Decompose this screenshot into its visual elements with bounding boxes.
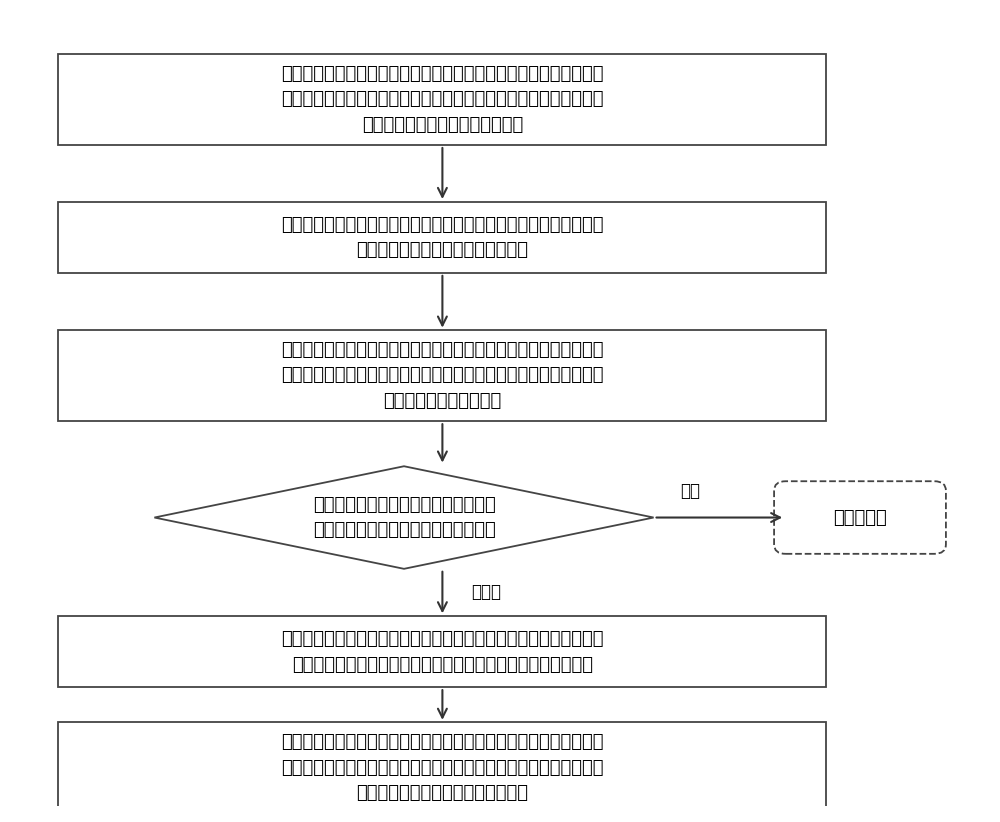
FancyBboxPatch shape	[58, 54, 826, 145]
Text: 根据所述多个叶片特征参数集合，构建查询条件，获取历史同族变浆
数据记录，并构建风电变浆孪生模型: 根据所述多个叶片特征参数集合，构建查询条件，获取历史同族变浆 数据记录，并构建风…	[281, 215, 604, 259]
FancyBboxPatch shape	[58, 202, 826, 273]
Text: 启动所述管控模块，构建约束条件和目标函数，采用多个向导粒子和
多个精确粒子，对叶片的桨距角进行调整优化，获得最优桨距角: 启动所述管控模块，构建约束条件和目标函数，采用多个向导粒子和 多个精确粒子，对叶…	[281, 630, 604, 673]
FancyBboxPatch shape	[58, 616, 826, 687]
Polygon shape	[154, 466, 654, 569]
Text: 通过孪生模拟模块，采集当前外界的风向信息和风速信息，结合当前
叶片的桨距角，输入所述风电变浆孪生模型进行孪生模拟，获得模拟
后的气动转矩和气动功率: 通过孪生模拟模块，采集当前外界的风向信息和风速信息，结合当前 叶片的桨距角，输入…	[281, 341, 604, 410]
Text: 根据合格气动转矩阈值和合格气动功率
阈值，对气动转矩和气动功率进行判别: 根据合格气动转矩阈值和合格气动功率 阈值，对气动转矩和气动功率进行判别	[313, 496, 495, 539]
Text: 通过孪生模型构建模块，测试采集目标风电设备内多个叶片的特征参
数，获得多个叶片特征参数集合，特征参数包括叶片的厚弦比、升力
系数、阻力系数、叶型、叶片弦长: 通过孪生模型构建模块，测试采集目标风电设备内多个叶片的特征参 数，获得多个叶片特…	[281, 65, 604, 134]
Text: 满足: 满足	[681, 483, 701, 500]
FancyBboxPatch shape	[58, 330, 826, 421]
FancyBboxPatch shape	[58, 723, 826, 813]
Text: 不满足: 不满足	[471, 584, 501, 602]
FancyBboxPatch shape	[774, 481, 946, 554]
Text: 采用所述最优桨距角，结合风向信息和风速信息，通过孪生模拟模块
进行孪生模拟，对最优桨距角进行验证，在验证成功时，通过管控模
块控制变桨结构进行变桨，完成管控: 采用所述最优桨距角，结合风向信息和风速信息，通过孪生模拟模块 进行孪生模拟，对最…	[281, 733, 604, 802]
Text: 不进行管控: 不进行管控	[833, 509, 887, 527]
